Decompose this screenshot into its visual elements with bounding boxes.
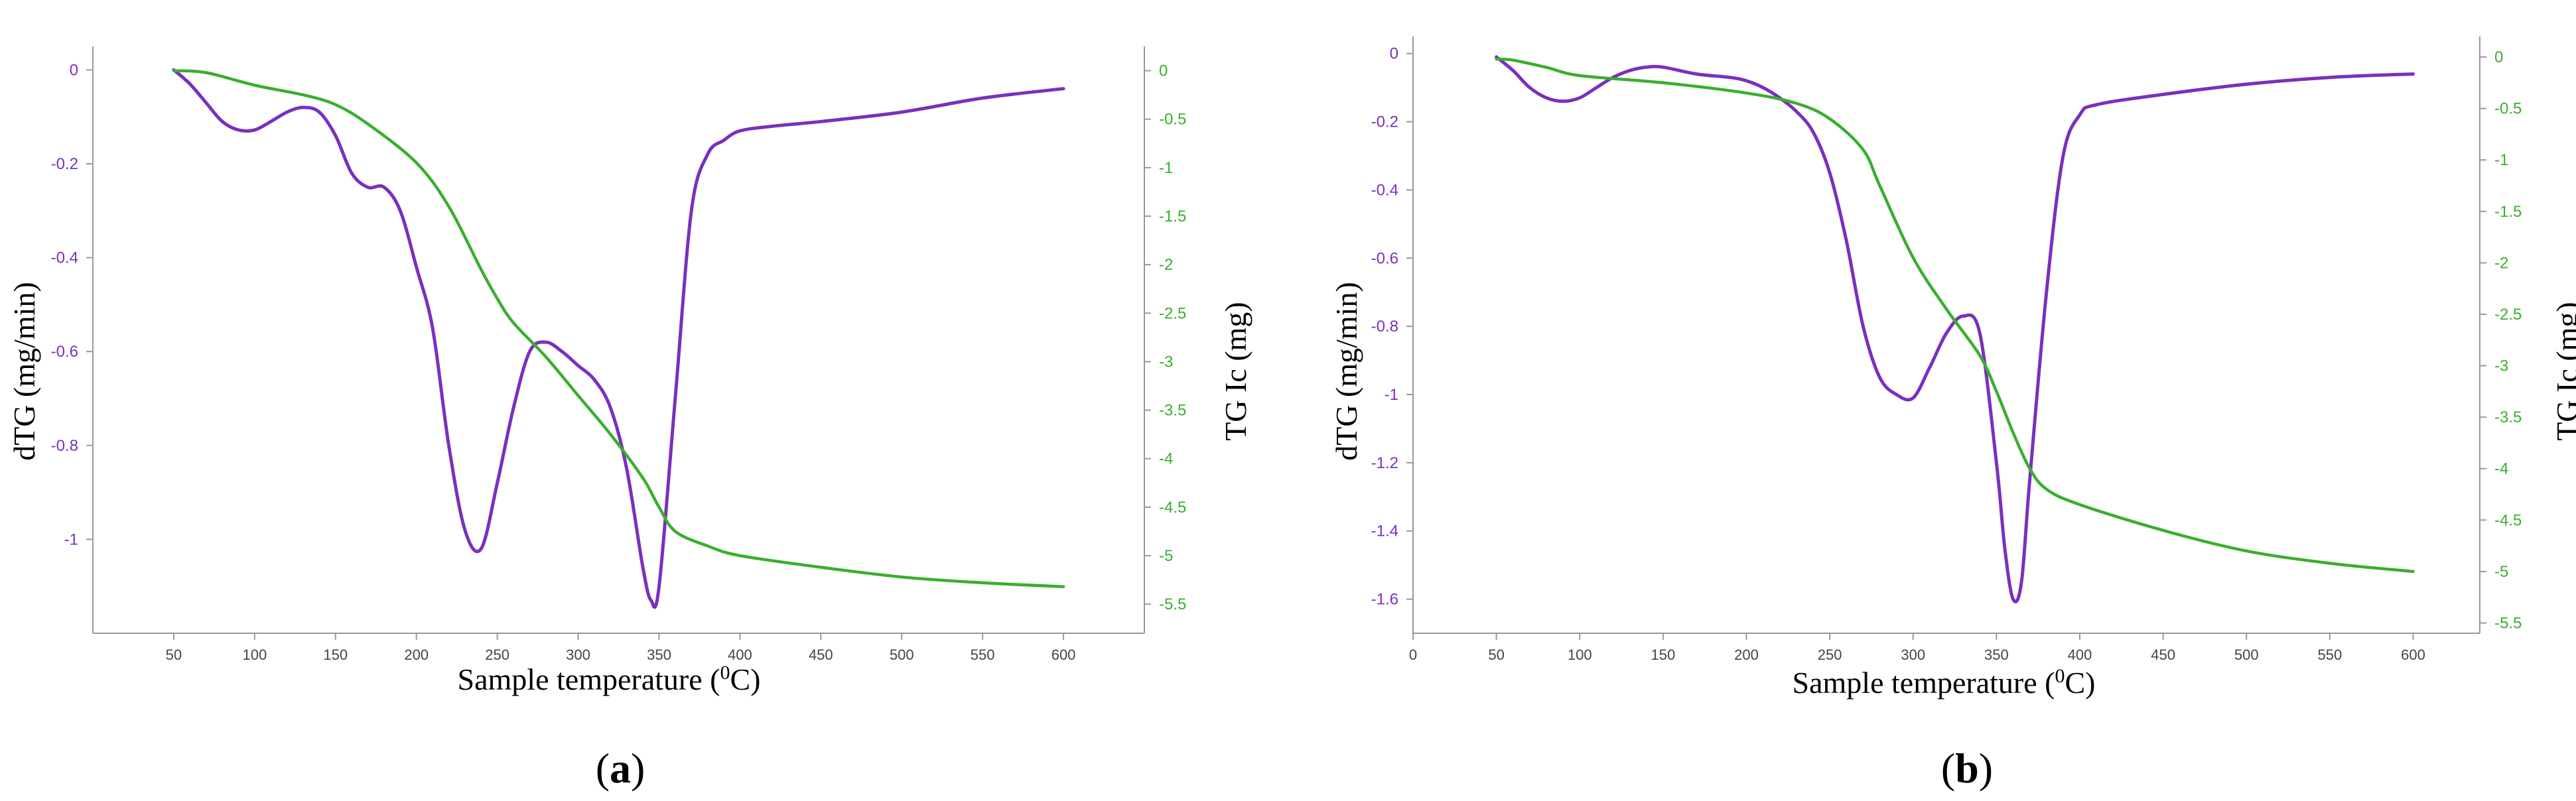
tg-series-line [1495, 57, 2415, 574]
y-right-tick-label: 0 [2494, 48, 2503, 66]
x-tick-label: 400 [728, 647, 752, 663]
y-left-tick-label: -0.8 [1371, 318, 1398, 336]
x-tick-label: 500 [2234, 647, 2259, 663]
y-right-tick-label: -4.5 [2494, 511, 2522, 529]
y-right-tick-label: -2.5 [2494, 306, 2522, 324]
y-left-tick-label: -0.2 [51, 155, 78, 173]
x-tick-label: 450 [809, 647, 833, 663]
y-left-tick-label: -1 [64, 530, 78, 548]
x-tick-label: 300 [566, 647, 590, 663]
y-right-tick-label: -3 [2494, 357, 2508, 375]
x-tick-label: 150 [323, 647, 348, 663]
y-left-axis-title: dTG (mg/min) [7, 282, 41, 461]
panel-label-open: ( [596, 745, 610, 792]
y-right-tick-label: -4 [2494, 460, 2508, 478]
y-left-tick-label: 0 [1390, 45, 1398, 63]
x-axis-title: Sample temperature (0C) [458, 662, 761, 697]
y-left-tick-label: -0.8 [51, 437, 78, 455]
tg-series-line [172, 69, 1065, 589]
y-left-axis-title: dTG (mg/min) [1329, 282, 1363, 461]
x-tick-label: 600 [1051, 647, 1076, 663]
y-right-tick-label: -4.5 [1159, 499, 1186, 517]
dtg-series-line [1495, 55, 2415, 603]
y-left-tick-label: 0 [70, 61, 78, 79]
y-right-tick-label: -3 [1159, 353, 1173, 371]
panel-label-open: ( [1941, 745, 1955, 792]
y-right-tick-label: 0 [1159, 62, 1168, 80]
x-tick-label: 0 [1409, 647, 1417, 663]
panel-label-close: ) [631, 745, 645, 792]
chart-panel-b: 0 50 100 150 200 250 300 350 400 450 500 550 600 0 -0.… [1329, 36, 2576, 792]
x-tick-label: 200 [1734, 647, 1759, 663]
y-left-tick-label: -0.4 [1371, 181, 1398, 199]
x-tick-label: 50 [166, 647, 182, 663]
x-tick-label: 150 [1651, 647, 1676, 663]
x-tick-label: 250 [485, 647, 509, 663]
y-right-tick-label: -3.5 [2494, 408, 2522, 426]
x-tick-label: 100 [1568, 647, 1592, 663]
y-right-tick-label: -0.5 [1159, 111, 1186, 129]
x-tick-label: 350 [1984, 647, 2009, 663]
x-tick-label: 550 [971, 647, 995, 663]
y-right-tick-label: -1.5 [1159, 208, 1186, 225]
y-left-tick-label: -0.4 [51, 249, 78, 267]
panel-label-close: ) [1979, 745, 1993, 792]
x-tick-label: 100 [242, 647, 267, 663]
panel-label: (a) [596, 745, 645, 792]
y-left-tick-label: -0.2 [1371, 113, 1398, 131]
y-right-tick-label: -0.5 [2494, 100, 2522, 118]
dtg-series-line [172, 68, 1065, 609]
y-right-tick-label: -2 [1159, 256, 1173, 274]
panel-label-letter: a [610, 745, 631, 792]
x-tick-label: 300 [1901, 647, 1925, 663]
y-left-tick-label: -1.2 [1371, 454, 1398, 472]
x-tick-label: 50 [1488, 647, 1504, 663]
y-right-tick-label: -1 [2494, 151, 2508, 169]
x-tick-label: 450 [2151, 647, 2175, 663]
y-left-tick-label: -1 [1385, 386, 1398, 404]
y-right-axis-title: TG Ic (mg) [2550, 302, 2576, 440]
x-axis-title-unit: C) [2065, 666, 2095, 700]
y-right-tick-label: -5.5 [2494, 614, 2522, 632]
x-axis-title-main: Sample temperature ( [1793, 666, 2055, 700]
y-right-tick-label: -5 [1159, 547, 1173, 565]
x-tick-label: 200 [404, 647, 429, 663]
x-tick-label: 400 [2068, 647, 2092, 663]
y-right-tick-label: -2.5 [1159, 304, 1186, 322]
y-right-tick-label: -5 [2494, 563, 2508, 581]
y-left-tick-label: -0.6 [1371, 249, 1398, 267]
x-axis-title-superscript: 0 [720, 662, 730, 684]
x-axis-title-main: Sample temperature ( [458, 662, 720, 696]
y-right-tick-label: -1 [1159, 159, 1173, 177]
y-right-tick-label: -2 [2494, 254, 2508, 272]
y-left-tick-label: -1.6 [1371, 591, 1398, 609]
panel-label-letter: b [1955, 745, 1979, 792]
y-right-tick-label: -4 [1159, 450, 1173, 468]
y-right-tick-label: -3.5 [1159, 402, 1186, 420]
y-right-tick-label: -5.5 [1159, 595, 1186, 613]
x-tick-label: 350 [647, 647, 671, 663]
x-axis-title: Sample temperature (0C) [1793, 665, 2096, 700]
chart-panel-a: 50 100 150 200 250 300 350 400 450 500 550 600 0 -0.2… [7, 46, 1253, 792]
x-tick-label: 500 [890, 647, 914, 663]
x-axis-title-superscript: 0 [2055, 665, 2065, 687]
y-left-tick-label: -0.6 [51, 343, 78, 361]
x-tick-label: 250 [1818, 647, 1842, 663]
y-right-tick-label: -1.5 [2494, 203, 2522, 221]
x-tick-label: 600 [2401, 647, 2425, 663]
panel-label: (b) [1941, 745, 1993, 792]
y-right-axis-title: TG Ic (mg) [1219, 302, 1253, 440]
x-tick-label: 550 [2318, 647, 2342, 663]
x-axis-title-unit: C) [730, 662, 760, 696]
y-left-tick-label: -1.4 [1371, 523, 1398, 540]
